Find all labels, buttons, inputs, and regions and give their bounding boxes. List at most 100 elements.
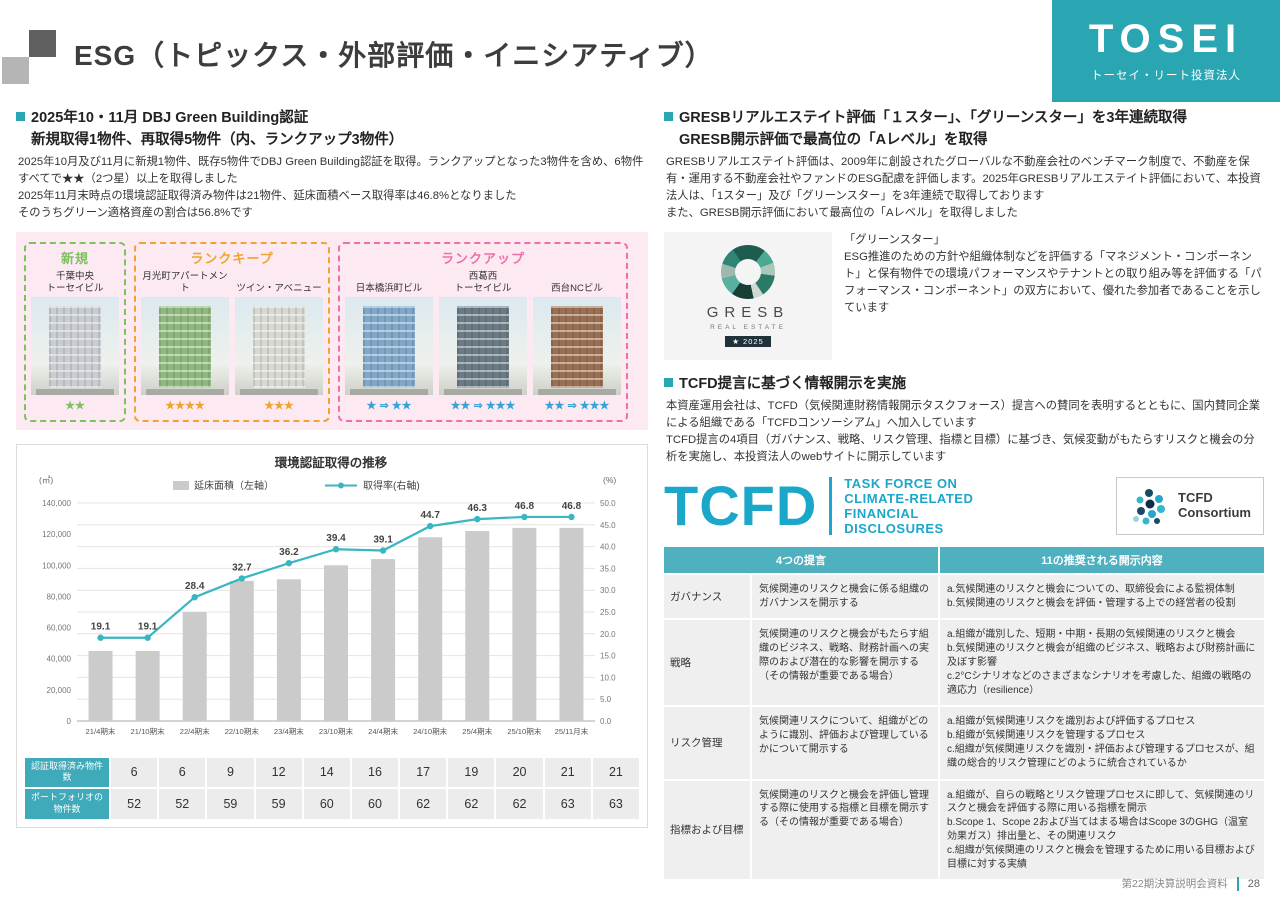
- cert-count-table: 認証取得済み物件数 6 6 9 12 14 16 17 19 20 21 21 ポートフォリオの物件数 5…: [25, 757, 639, 819]
- right-axis-tick: 20.0: [600, 630, 616, 639]
- left-axis-tick: 20,000: [47, 686, 72, 695]
- x-axis-tick: 25/4期末: [462, 726, 492, 736]
- floor-area-bar: [512, 527, 537, 721]
- count-cell: 9: [207, 757, 254, 788]
- gresb-logo-wordmark: GRESB: [706, 303, 790, 321]
- tcfd-row-recommendation: 気候関連のリスクと機会を評価し管理する際に使用する指標と目標を開示する（その情報…: [752, 780, 938, 880]
- count-cell: 59: [255, 789, 302, 819]
- right-column: GRESBリアルエステイト評価「１スター」、「グリーンスター」を3年連続取得 G…: [664, 106, 1264, 880]
- count-cell: 17: [400, 757, 447, 788]
- count-cell: 21: [544, 757, 591, 788]
- floor-area-bar: [324, 565, 348, 721]
- building-name: 月光町アパートメント: [142, 271, 228, 294]
- building-stars: ★★★★: [165, 399, 205, 412]
- rate-point: [238, 574, 246, 582]
- dbj-certification-panel: 新規 千葉中央 トーセイビル ★★ ランクキープ 月光町アパートメント ★★★★ ツイン・ア…: [16, 231, 648, 430]
- content-columns: 2025年10・11月 DBJ Green Building認証 新規取得1物件…: [0, 102, 1280, 880]
- building-name: 千葉中央 トーセイビル: [46, 271, 104, 294]
- rate-point: [97, 634, 104, 641]
- count-cell: 14: [303, 757, 350, 788]
- x-axis-tick: 25/10期末: [507, 726, 542, 736]
- page-title: ESG（トピックス・外部評価・イニシアティブ）: [74, 40, 714, 71]
- right-axis-tick: 25.0: [600, 608, 616, 617]
- floor-area-bar: [182, 611, 207, 721]
- right-axis-tick: 35.0: [600, 564, 616, 573]
- legend-line-dot: [338, 482, 344, 489]
- building-name: ツイン・アベニュー: [236, 282, 322, 294]
- count-cell: 6: [159, 757, 206, 788]
- tcfd-logos-row: TCFD TASK FORCE ON CLIMATE-RELATED FINAN…: [664, 476, 1264, 537]
- tcfd-row-category: 戦略: [664, 620, 750, 706]
- rate-value-label: 46.8: [515, 501, 535, 512]
- legend-bar-swatch: [173, 480, 189, 490]
- rate-point: [332, 545, 340, 553]
- tcfd-row-recommendation: 気候関連のリスクと機会がもたらす組織のビジネス、戦略、財務計画への実際のおよび潜…: [752, 620, 938, 706]
- right-axis-tick: 0.0: [600, 717, 612, 726]
- left-axis-tick: 140,000: [42, 499, 71, 508]
- tosei-logo-wordmark: TOSEI: [1088, 17, 1244, 61]
- count-cell: 52: [159, 789, 206, 819]
- right-axis-unit: (%): [603, 475, 616, 485]
- rate-point: [474, 515, 481, 523]
- footer: 第22期決算説明会資料 28: [1122, 876, 1260, 891]
- dbj-section-heading: 2025年10・11月 DBJ Green Building認証 新規取得1物件…: [16, 106, 648, 149]
- tosei-logo-subtitle: トーセイ・リート投資法人: [1091, 70, 1241, 82]
- gresb-section-heading: GRESBリアルエステイト評価「１スター」、「グリーンスター」を3年連続取得 G…: [664, 106, 1264, 149]
- building-card: ツイン・アベニュー ★★★: [235, 269, 323, 412]
- gresb-logo-subtitle: REAL ESTATE: [710, 323, 786, 331]
- rate-value-label: 46.3: [468, 503, 488, 514]
- rate-value-label: 36.2: [279, 547, 299, 558]
- floor-area-bar: [418, 537, 443, 721]
- building-photo: [141, 296, 229, 395]
- rate-point: [144, 634, 151, 641]
- count-row-header: ポートフォリオの物件数: [25, 789, 109, 819]
- x-axis-tick: 22/4期末: [180, 726, 210, 736]
- count-cell: 63: [592, 789, 639, 819]
- gresb-description: 「グリーンスター」 ESG推進のための方針や組織体制などを評価する「マネジメント…: [844, 233, 1262, 314]
- rate-point: [426, 522, 434, 530]
- tcfd-table: 4つの提言 11の推奨される開示内容 ガバナンス 気候関連のリスクと機会に係る組織のガ…: [664, 546, 1264, 880]
- cert-trend-chart: 環境認証取得の推移 (㎡) (%) 延床面積（左軸） 取得率(右軸) 0.0 5.0 10.0…: [39, 455, 616, 736]
- tcfd-row-category: リスク管理: [664, 707, 750, 779]
- gresb-logo: GRESB REAL ESTATE ★ 2025: [664, 231, 832, 360]
- header: ESG（トピックス・外部評価・イニシアティブ） TOSEI トーセイ・リート投資…: [0, 0, 1280, 102]
- left-axis-tick: 40,000: [47, 654, 72, 663]
- tcfd-logo-divider: [829, 477, 833, 536]
- deco-square-light: [2, 57, 29, 84]
- count-cell: 62: [496, 789, 543, 819]
- tcfd-row-recommendation: 気候関連のリスクと機会に係る組織のガバナンスを開示する: [752, 574, 938, 619]
- left-axis-tick: 120,000: [42, 530, 71, 539]
- rate-value-label: 39.1: [373, 534, 393, 545]
- tcfd-table-header-proposals: 4つの提言: [664, 546, 938, 573]
- rate-point: [568, 513, 575, 520]
- footer-label: 第22期決算説明会資料: [1121, 878, 1228, 890]
- page-number: 28: [1247, 877, 1260, 890]
- building-card: 日本橋浜町ビル ★ ⇒ ★★: [345, 269, 433, 412]
- gresb-body-text: GRESBリアルエステイト評価は、2009年に創設されたグローバルな不動産会社の…: [666, 156, 1261, 219]
- gresb-heading-line1: GRESBリアルエステイト評価「１スター」、「グリーンスター」を3年連続取得: [679, 110, 1187, 126]
- rate-value-label: 39.4: [326, 533, 346, 544]
- floor-area-bar: [465, 530, 490, 721]
- section-bullet-icon: [664, 377, 673, 387]
- tcfd-row-disclosures: a.組織が識別した、短期・中期・長期の気候関連のリスクと機会 b.気候関連のリス…: [940, 620, 1264, 706]
- dbj-heading-line1: 2025年10・11月 DBJ Green Building認証: [31, 110, 309, 126]
- tcfd-table-header-disclosures: 11の推奨される開示内容: [940, 546, 1264, 573]
- floor-area-bar: [135, 650, 160, 721]
- chart-title: 環境認証取得の推移: [275, 455, 388, 470]
- right-axis-tick: 10.0: [600, 673, 616, 682]
- x-axis-tick: 24/4期末: [368, 726, 398, 736]
- rate-point: [285, 559, 293, 567]
- tcfd-row-disclosures: a.気候関連のリスクと機会についての、取締役会による監視体制 b.気候関連のリス…: [940, 574, 1264, 619]
- building-stars: ★★★: [264, 399, 294, 412]
- right-axis-tick: 15.0: [600, 651, 616, 660]
- left-column: 2025年10・11月 DBJ Green Building認証 新規取得1物件…: [16, 106, 648, 828]
- building-groups: 新規 千葉中央 トーセイビル ★★ ランクキープ 月光町アパートメント ★★★★ ツイン・ア…: [24, 241, 640, 422]
- rate-value-label: 19.1: [138, 621, 158, 632]
- count-cell: 60: [351, 789, 399, 819]
- count-cell: 20: [496, 757, 543, 788]
- building-stars: ★ ⇒ ★★: [366, 399, 412, 412]
- tcfd-row-recommendation: 気候関連リスクについて、組織がどのように識別、評価および管理しているかについて開…: [752, 707, 938, 779]
- right-axis-tick: 45.0: [600, 521, 616, 530]
- building-card: 千葉中央 トーセイビル ★★: [31, 269, 119, 412]
